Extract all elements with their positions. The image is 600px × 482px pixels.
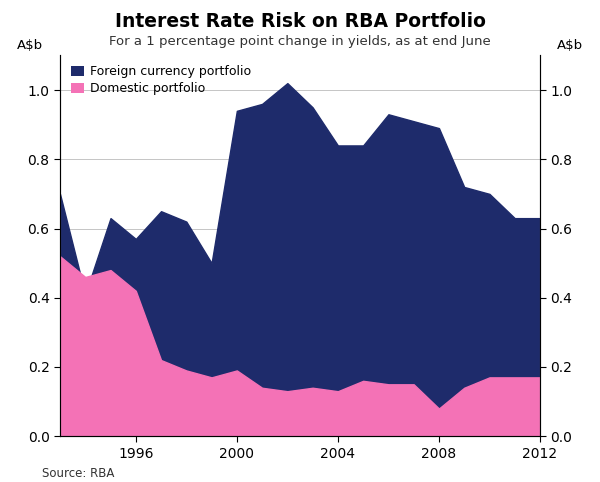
Text: A$b: A$b [17, 39, 43, 52]
Text: Source: RBA: Source: RBA [42, 467, 115, 480]
Text: For a 1 percentage point change in yields, as at end June: For a 1 percentage point change in yield… [109, 35, 491, 48]
Text: Interest Rate Risk on RBA Portfolio: Interest Rate Risk on RBA Portfolio [115, 12, 485, 31]
Legend: Foreign currency portfolio, Domestic portfolio: Foreign currency portfolio, Domestic por… [71, 66, 251, 95]
Text: A$b: A$b [557, 39, 583, 52]
